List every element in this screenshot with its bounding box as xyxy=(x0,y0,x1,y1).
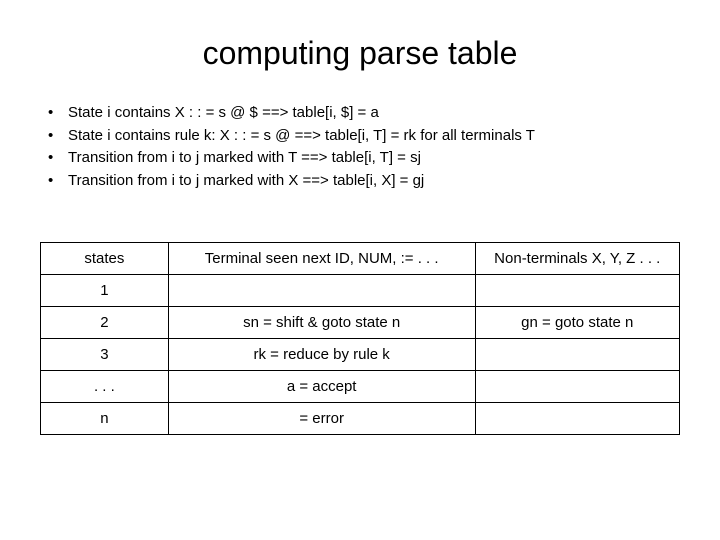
table-cell: a = accept xyxy=(168,371,475,403)
table-row: n = error xyxy=(41,403,680,435)
table-cell xyxy=(168,275,475,307)
table-cell: Terminal seen next ID, NUM, := . . . xyxy=(168,243,475,275)
bullet-item: Transition from i to j marked with T ==>… xyxy=(48,147,680,170)
bullet-item: State i contains X : : = s @ $ ==> table… xyxy=(48,102,680,125)
table-cell xyxy=(475,371,679,403)
table-row: states Terminal seen next ID, NUM, := . … xyxy=(41,243,680,275)
table-cell: gn = goto state n xyxy=(475,307,679,339)
table-cell: . . . xyxy=(41,371,169,403)
table-row: 2 sn = shift & goto state n gn = goto st… xyxy=(41,307,680,339)
table-row: 3 rk = reduce by rule k xyxy=(41,339,680,371)
bullet-item: State i contains rule k: X : : = s @ ==>… xyxy=(48,125,680,148)
table-row: 1 xyxy=(41,275,680,307)
bullet-item: Transition from i to j marked with X ==>… xyxy=(48,170,680,193)
table-cell xyxy=(475,403,679,435)
table-cell: n xyxy=(41,403,169,435)
table-cell: sn = shift & goto state n xyxy=(168,307,475,339)
table-cell xyxy=(475,339,679,371)
bullet-list: State i contains X : : = s @ $ ==> table… xyxy=(40,102,680,192)
table-row: . . . a = accept xyxy=(41,371,680,403)
table-cell xyxy=(475,275,679,307)
parse-table: states Terminal seen next ID, NUM, := . … xyxy=(40,242,680,435)
page-title: computing parse table xyxy=(40,35,680,72)
table-cell: Non-terminals X, Y, Z . . . xyxy=(475,243,679,275)
table-cell: 2 xyxy=(41,307,169,339)
table-cell: rk = reduce by rule k xyxy=(168,339,475,371)
table-cell: 3 xyxy=(41,339,169,371)
table-cell: = error xyxy=(168,403,475,435)
table-cell: 1 xyxy=(41,275,169,307)
table-cell: states xyxy=(41,243,169,275)
